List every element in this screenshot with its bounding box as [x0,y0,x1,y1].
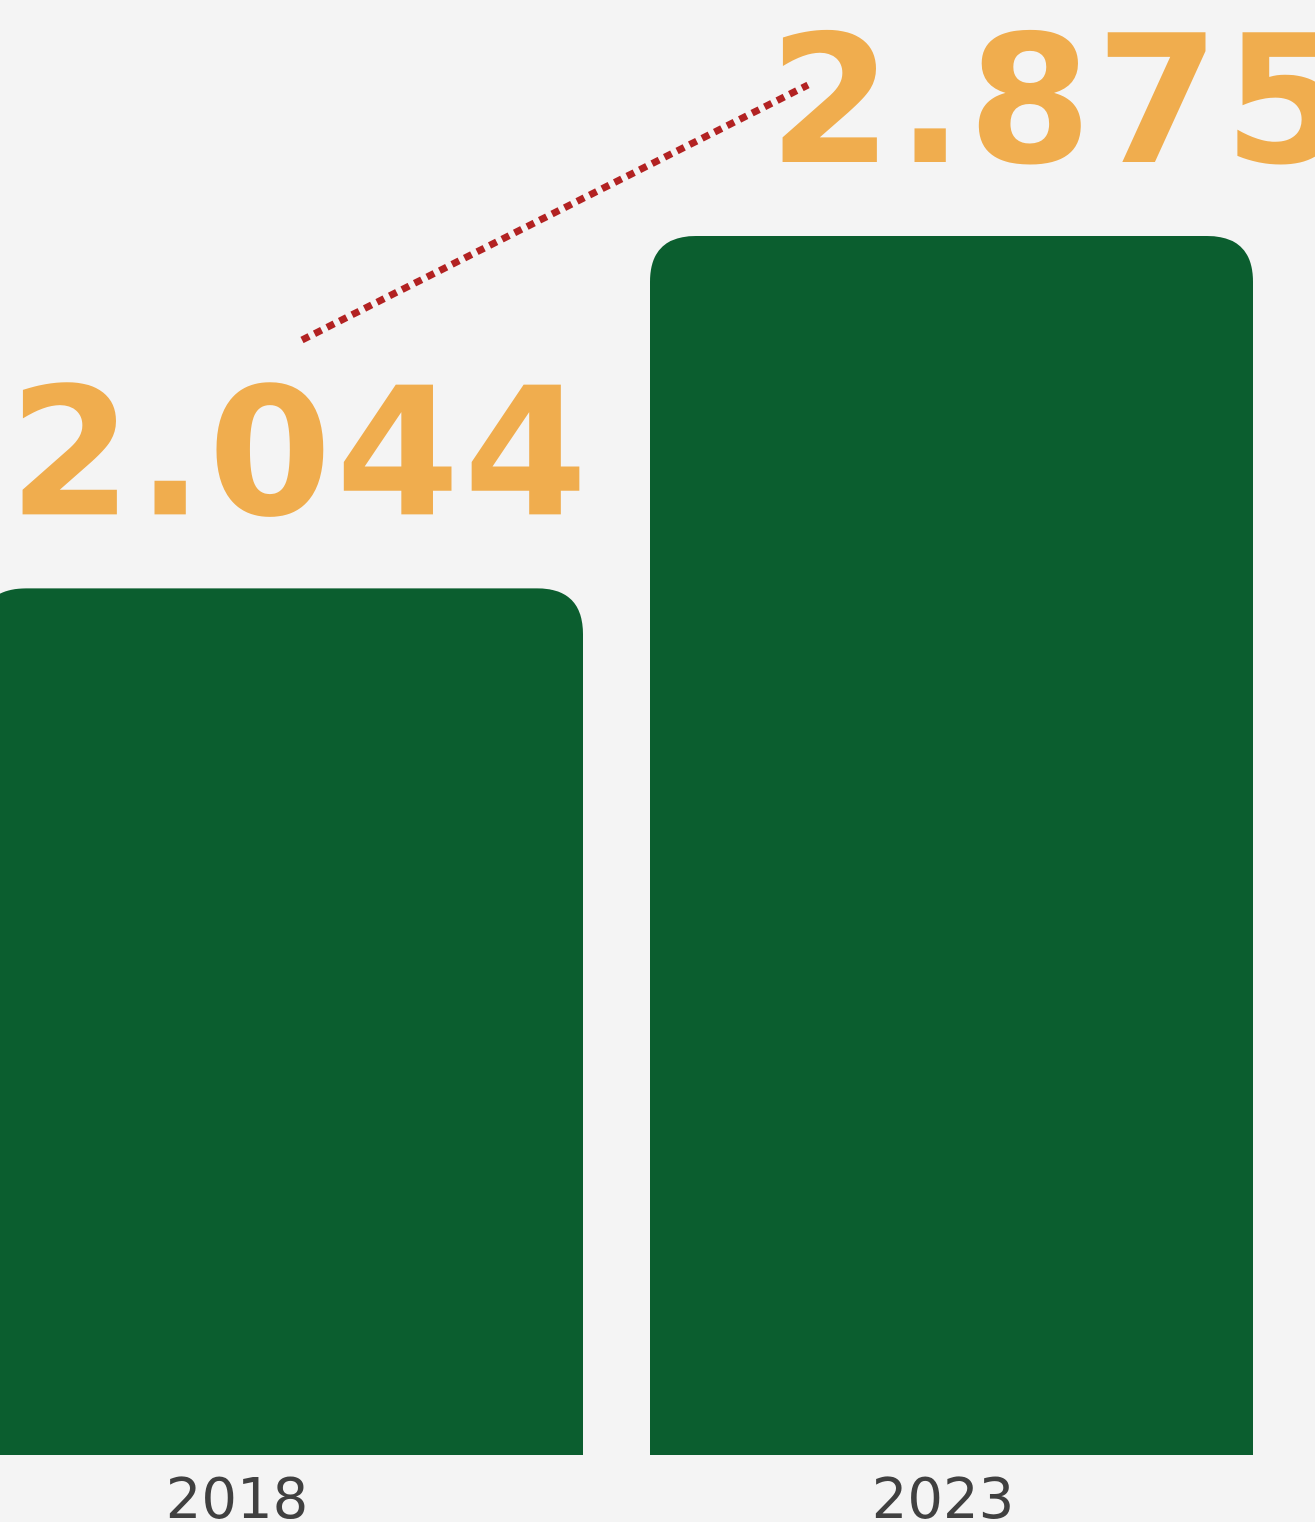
value-label: 2.044 [8,349,591,556]
value-label: 2.875 [768,0,1315,204]
bar [0,588,583,1455]
bar [650,236,1253,1455]
trend-connector [300,81,810,344]
x-tick-label: 2023 [872,1467,1015,1522]
x-tick-label: 2018 [166,1467,309,1522]
